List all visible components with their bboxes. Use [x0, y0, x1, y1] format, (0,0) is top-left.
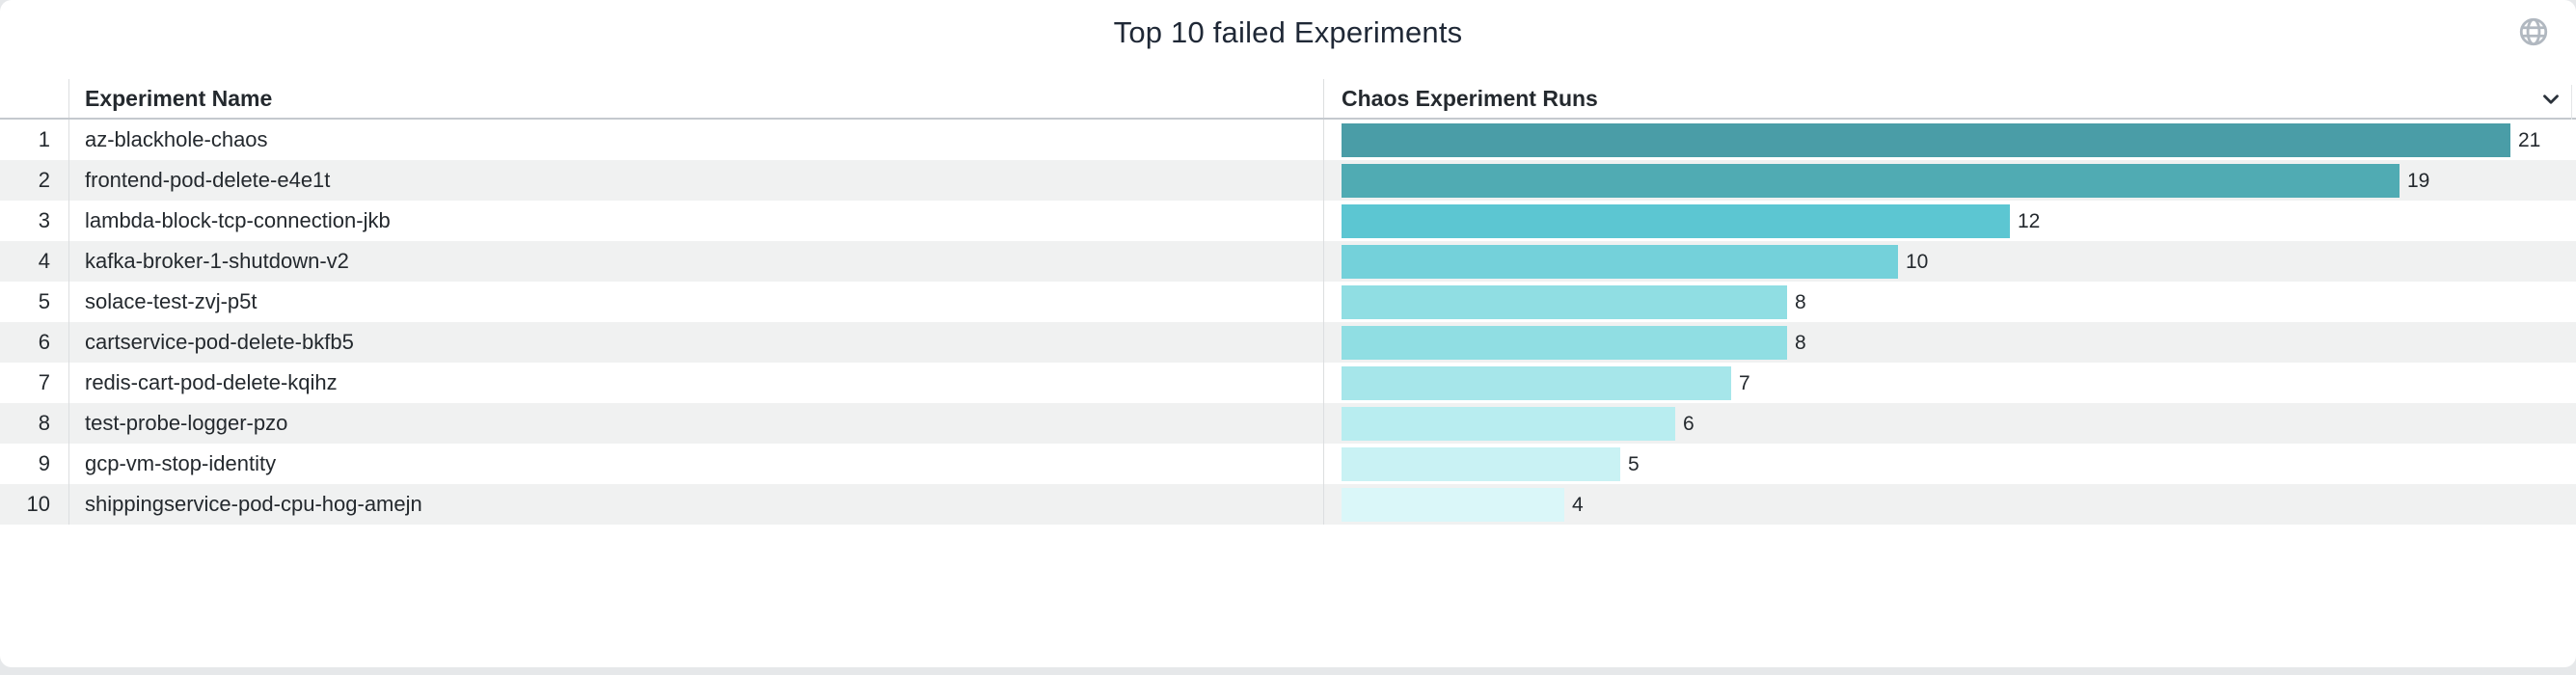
runs-bar-value: 6 — [1683, 412, 1695, 435]
runs-bar — [1342, 284, 1787, 319]
experiment-name: cartservice-pod-delete-bkfb5 — [85, 330, 354, 354]
table-row[interactable]: 5 solace-test-zvj-p5t 8 — [0, 282, 2576, 322]
table-row[interactable]: 10 shippingservice-pod-cpu-hog-amejn 4 — [0, 484, 2576, 525]
runs-bar-value: 19 — [2407, 169, 2430, 192]
row-rank: 7 — [0, 363, 69, 403]
experiment-name: az-blackhole-chaos — [85, 127, 268, 151]
panel-title: Top 10 failed Experiments — [1113, 15, 1463, 49]
experiment-name: solace-test-zvj-p5t — [85, 289, 258, 313]
runs-bar — [1342, 325, 1787, 360]
column-header-experiment-name[interactable]: Experiment Name — [85, 86, 273, 111]
runs-bar-value: 10 — [1906, 250, 1929, 273]
table-body: 1 az-blackhole-chaos 21 2 frontend-pod-d… — [0, 120, 2576, 525]
row-rank: 10 — [0, 484, 69, 525]
runs-bar-value: 8 — [1795, 331, 1806, 354]
experiment-name: gcp-vm-stop-identity — [85, 451, 277, 475]
experiment-name: shippingservice-pod-cpu-hog-amejn — [85, 492, 422, 516]
experiment-name: redis-cart-pod-delete-kqihz — [85, 370, 338, 394]
row-rank: 2 — [0, 160, 69, 201]
runs-bar — [1342, 203, 2010, 238]
runs-bar — [1342, 365, 1731, 400]
row-rank: 8 — [0, 403, 69, 444]
row-rank: 3 — [0, 201, 69, 241]
table-header-row: Experiment Name Chaos Experiment Runs — [0, 79, 2576, 120]
runs-bar-value: 4 — [1572, 493, 1584, 516]
row-rank: 1 — [0, 120, 69, 160]
globe-icon[interactable] — [2516, 14, 2551, 49]
runs-bar-value: 5 — [1628, 452, 1640, 475]
experiment-name: frontend-pod-delete-e4e1t — [85, 168, 331, 192]
experiment-name: test-probe-logger-pzo — [85, 411, 288, 435]
experiment-name: kafka-broker-1-shutdown-v2 — [85, 249, 349, 273]
rank-column-header — [0, 79, 69, 118]
runs-bar-value: 12 — [2018, 209, 2041, 232]
runs-bar — [1342, 122, 2510, 157]
row-rank: 9 — [0, 444, 69, 484]
row-rank: 4 — [0, 241, 69, 282]
runs-bar — [1342, 487, 1564, 522]
table-row[interactable]: 2 frontend-pod-delete-e4e1t 19 — [0, 160, 2576, 201]
row-rank: 5 — [0, 282, 69, 322]
runs-bar — [1342, 446, 1620, 481]
runs-bar-value: 8 — [1795, 290, 1806, 313]
runs-bar — [1342, 244, 1898, 279]
table-row[interactable]: 4 kafka-broker-1-shutdown-v2 10 — [0, 241, 2576, 282]
column-header-chaos-experiment-runs[interactable]: Chaos Experiment Runs — [1342, 86, 1598, 111]
table-row[interactable]: 3 lambda-block-tcp-connection-jkb 12 — [0, 201, 2576, 241]
table-row[interactable]: 1 az-blackhole-chaos 21 — [0, 120, 2576, 160]
runs-bar — [1342, 406, 1675, 441]
runs-bar-value: 21 — [2518, 128, 2541, 151]
table-row[interactable]: 9 gcp-vm-stop-identity 5 — [0, 444, 2576, 484]
runs-bar-value: 7 — [1739, 371, 1750, 394]
experiments-table: Experiment Name Chaos Experiment Runs 1 … — [0, 79, 2576, 525]
experiment-name: lambda-block-tcp-connection-jkb — [85, 208, 391, 232]
runs-bar — [1342, 163, 2400, 198]
row-rank: 6 — [0, 322, 69, 363]
table-row[interactable]: 8 test-probe-logger-pzo 6 — [0, 403, 2576, 444]
chevron-down-icon[interactable] — [2537, 86, 2564, 113]
table-row[interactable]: 7 redis-cart-pod-delete-kqihz 7 — [0, 363, 2576, 403]
table-row[interactable]: 6 cartservice-pod-delete-bkfb5 8 — [0, 322, 2576, 363]
